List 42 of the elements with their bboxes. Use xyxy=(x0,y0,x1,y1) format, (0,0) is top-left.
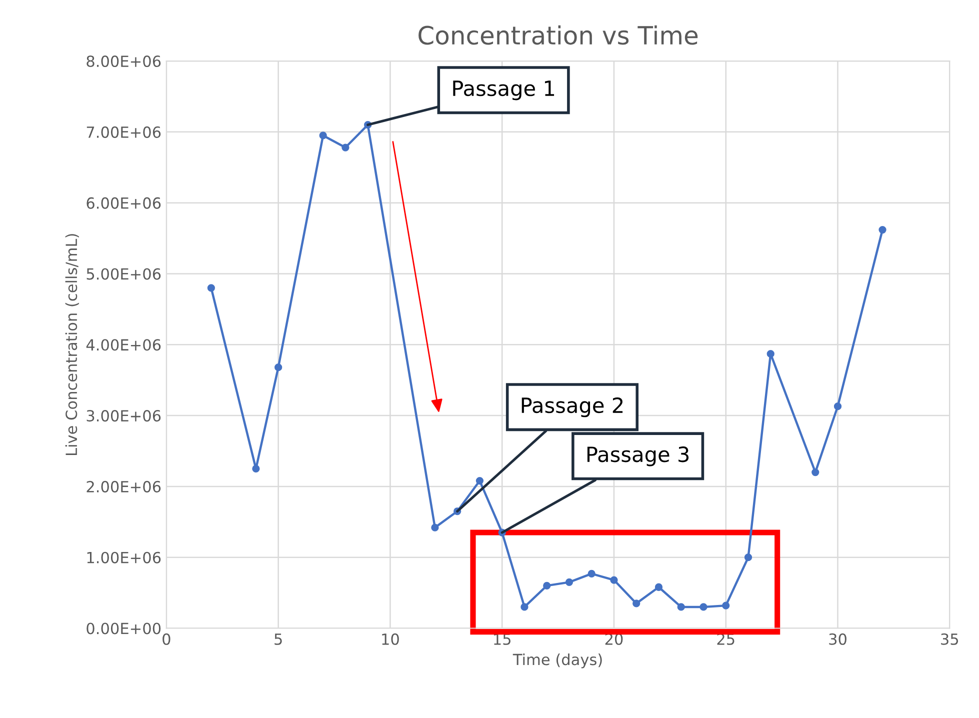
y-axis-title: Live Concentration (cells/mL) xyxy=(65,234,79,455)
point xyxy=(431,524,439,532)
point xyxy=(319,132,327,140)
y-tick-label: 6.00E+06 xyxy=(86,197,161,209)
point xyxy=(588,570,596,578)
point xyxy=(700,603,708,611)
point xyxy=(766,350,774,358)
y-tick-label: 5.00E+06 xyxy=(86,268,161,280)
annotation: Passage 2 xyxy=(522,397,623,418)
point xyxy=(342,144,350,152)
x-tick-label: 5 xyxy=(274,634,282,645)
point xyxy=(632,600,640,608)
point xyxy=(252,464,260,473)
annotation: Passage 3 xyxy=(587,446,689,466)
y-tick-label: 4.00E+06 xyxy=(86,339,161,351)
point xyxy=(610,576,618,584)
point xyxy=(520,603,528,611)
point xyxy=(543,582,551,590)
y-tick-label: 3.00E+06 xyxy=(86,410,161,422)
point xyxy=(677,603,685,611)
chart-title: Concentration vs Time xyxy=(418,25,698,45)
y-tick-label: 2.00E+06 xyxy=(86,480,161,492)
x-tick-label: 0 xyxy=(162,633,170,645)
point xyxy=(722,602,730,610)
y-tick-label: 1.00E+06 xyxy=(87,552,161,564)
y-tick-label: 7.00E+06 xyxy=(86,126,161,138)
annotation: Passage 1 xyxy=(453,80,554,100)
point xyxy=(878,226,886,234)
point xyxy=(654,583,663,591)
x-tick-label: 10 xyxy=(382,633,399,645)
y-tick-label: 8.00E+06 xyxy=(86,55,161,68)
y-tick-label: 0.00E+00 xyxy=(86,622,161,634)
x-tick-label: 35 xyxy=(941,633,958,645)
point xyxy=(834,402,842,410)
x-axis-title: Time (days) xyxy=(512,653,602,668)
point xyxy=(744,554,752,562)
point xyxy=(476,476,484,485)
point xyxy=(274,364,282,372)
point xyxy=(207,284,216,292)
point xyxy=(812,468,820,476)
x-tick-label: 30 xyxy=(829,633,846,645)
point xyxy=(565,578,574,586)
